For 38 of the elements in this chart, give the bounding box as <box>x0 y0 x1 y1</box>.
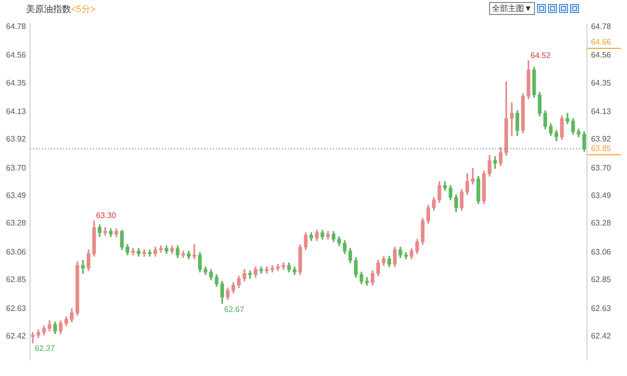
chart-title: 美原油指数 <box>26 4 71 14</box>
candlestick <box>404 252 408 260</box>
candlestick <box>131 248 135 256</box>
candlestick <box>248 270 252 279</box>
y-tick-label: 63.92 <box>6 134 27 144</box>
y-tick-label: 62.85 <box>6 275 27 284</box>
y2-tick-label: 63.70 <box>590 164 612 173</box>
y2-tick-label: 62.85 <box>590 275 612 284</box>
text: 全部主图▼ <box>489 2 535 15</box>
y2-tick-label: 63.49 <box>590 191 612 200</box>
y-tick-label: 62.63 <box>6 304 27 314</box>
candlestick <box>365 276 369 286</box>
y-tick-label: 64.35 <box>6 78 27 88</box>
annotation: 63.30 <box>96 211 117 220</box>
y2-tick-label: 62.42 <box>590 332 612 341</box>
y2-tick-label: 63.28 <box>590 218 612 228</box>
annotation: 62.37 <box>34 344 56 354</box>
ref-line-label: 63.85 <box>590 144 612 153</box>
text: 64.66 <box>590 38 612 47</box>
y2-tick-label: 64.13 <box>590 107 612 116</box>
chart-subtitle: <5分> <box>71 4 96 14</box>
y-tick-label: 63.06 <box>6 248 27 257</box>
y-tick-label: 63.28 <box>6 218 27 228</box>
y2-tick-label: 63.92 <box>590 134 612 144</box>
candlestick <box>282 262 286 270</box>
annotation: 64.52 <box>530 50 552 60</box>
y-tick-label: 64.56 <box>6 50 27 60</box>
y-tick-label: 64.13 <box>6 107 27 116</box>
y-tick-label: 62.42 <box>6 332 27 341</box>
y2-tick-label: 64.35 <box>590 78 612 88</box>
y-tick-label: 64.78 <box>6 22 27 31</box>
y-tick-label: 63.70 <box>6 164 27 173</box>
y2-tick-label: 62.63 <box>590 304 612 314</box>
annotation: 62.67 <box>224 304 245 314</box>
y2-tick-label: 64.78 <box>590 22 612 31</box>
y-tick-label: 63.49 <box>6 191 27 200</box>
y2-tick-label: 64.56 <box>590 50 612 60</box>
y2-tick-label: 63.06 <box>590 248 612 257</box>
